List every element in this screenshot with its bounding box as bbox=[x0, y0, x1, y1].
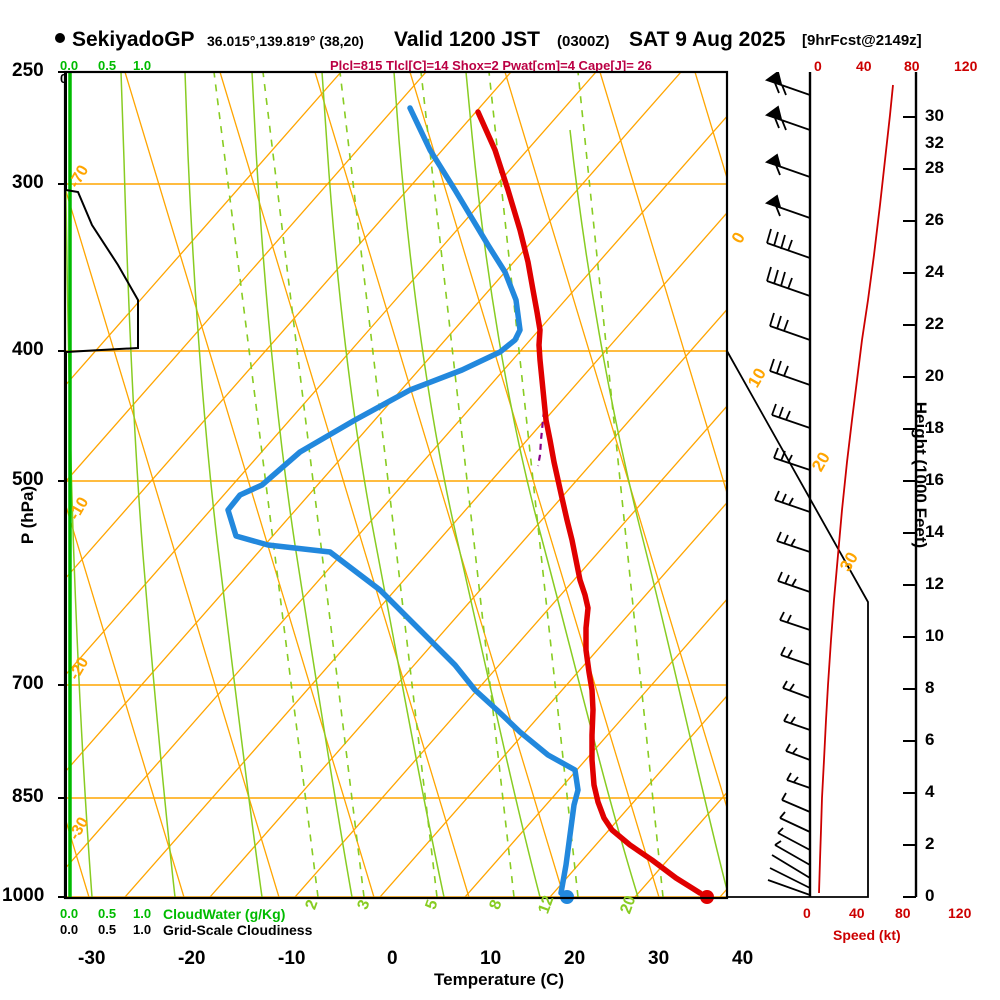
height-tick-6: 6 bbox=[925, 730, 935, 749]
pressure-tick-300: 300 bbox=[12, 172, 44, 193]
pressure-tick-850: 850 bbox=[12, 786, 44, 807]
speed-top-tick-3: 120 bbox=[954, 58, 978, 74]
height-tick-12: 12 bbox=[925, 574, 944, 593]
valid-date: SAT 9 Aug 2025 bbox=[629, 28, 786, 51]
temperature-tick-m10: -10 bbox=[278, 948, 306, 969]
valid-time-label: Valid 1200 JST bbox=[394, 28, 540, 51]
speed-bottom-tick-0: 0 bbox=[803, 905, 811, 921]
height-tick-14: 14 bbox=[925, 522, 944, 541]
height-tick-8: 8 bbox=[925, 678, 935, 697]
height-tick-0: 0 bbox=[925, 886, 935, 905]
cloudwater-bottom-tick-1: 0.5 bbox=[98, 906, 117, 921]
temperature-tick-40: 40 bbox=[732, 948, 754, 969]
height-tick-30: 30 bbox=[925, 106, 944, 125]
cloudiness-profile-line bbox=[65, 72, 139, 897]
cloudwater-bottom-tick-0: 0.0 bbox=[60, 906, 79, 921]
speed-top-tick-0: 0 bbox=[814, 58, 822, 74]
height-tick-16: 16 bbox=[925, 470, 944, 489]
height-tick-32: 32 bbox=[925, 133, 944, 152]
wind-panel-border bbox=[726, 350, 869, 898]
height-tick-18: 18 bbox=[925, 418, 944, 437]
cloudwater-axis-label: CloudWater (g/Kg) bbox=[163, 906, 286, 922]
pressure-axis-ticks bbox=[58, 71, 65, 898]
isotherm-lines bbox=[65, 72, 727, 898]
speed-axis-label: Speed (kt) bbox=[833, 927, 901, 943]
height-tick-2: 2 bbox=[925, 834, 935, 853]
temperature-tick-m30: -30 bbox=[78, 948, 106, 969]
moist-adiabat-lines bbox=[65, 72, 727, 898]
pressure-tick-400: 400 bbox=[12, 339, 44, 360]
pressure-tick-250: 250 bbox=[12, 60, 44, 81]
height-tick-22: 22 bbox=[925, 314, 944, 333]
dewpoint-profile-line bbox=[225, 105, 581, 896]
pressure-tick-1000: 1000 bbox=[2, 885, 45, 906]
height-tick-4: 4 bbox=[925, 782, 935, 801]
valid-time-utc: (0300Z) bbox=[557, 33, 610, 50]
cloudiness-bottom-tick-1: 0.5 bbox=[98, 922, 117, 937]
height-axis-label: Height (1000 Feet) bbox=[911, 401, 930, 549]
cloudwater-top-tick-0: 0.0 bbox=[60, 58, 79, 73]
temperature-tick-20: 20 bbox=[564, 948, 586, 969]
pressure-tick-500: 500 bbox=[12, 469, 44, 490]
sounding-parameters: Plcl=815 Tlcl[C]=14 Shox=2 Pwat[cm]=4 Ca… bbox=[330, 58, 652, 73]
temperature-tick-0: 0 bbox=[387, 948, 398, 969]
station-dot-icon bbox=[55, 33, 65, 43]
cloudwater-bottom-tick-2: 1.0 bbox=[133, 906, 152, 921]
temperature-tick-30: 30 bbox=[648, 948, 670, 969]
mixing-ratio-lines bbox=[213, 72, 664, 898]
cloudwater-top-tick-1: 0.5 bbox=[98, 58, 117, 73]
height-tick-10: 10 bbox=[925, 626, 944, 645]
speed-bottom-tick-1: 40 bbox=[849, 905, 865, 921]
height-tick-28: 28 bbox=[925, 158, 944, 177]
temperature-tick-m20: -20 bbox=[178, 948, 206, 969]
skewt-plot-border bbox=[63, 70, 729, 900]
speed-profile-line bbox=[818, 84, 894, 894]
height-tick-26: 26 bbox=[925, 210, 944, 229]
height-tick-24: 24 bbox=[925, 262, 944, 281]
wind-barbs bbox=[764, 72, 811, 896]
cloudiness-axis-label: Grid-Scale Cloudiness bbox=[163, 922, 313, 938]
speed-bottom-tick-2: 80 bbox=[895, 905, 911, 921]
forecast-tag: [9hrFcst@2149z] bbox=[802, 32, 922, 49]
cloudiness-bottom-tick-0: 0.0 bbox=[60, 922, 79, 937]
temperature-profile-line bbox=[475, 109, 703, 896]
station-coordinates: 36.015°,139.819° (38,20) bbox=[207, 33, 364, 49]
cloudwater-top-tick-2: 1.0 bbox=[133, 58, 152, 73]
height-axis-ticks bbox=[903, 116, 916, 898]
height-tick-20: 20 bbox=[925, 366, 944, 385]
speed-bottom-tick-3: 120 bbox=[948, 905, 972, 921]
speed-top-tick-2: 80 bbox=[904, 58, 920, 74]
pressure-axis-label: P (hPa) bbox=[18, 485, 37, 545]
station-name: SekiyadoGP bbox=[72, 28, 195, 51]
dry-adiabat-lines bbox=[65, 72, 727, 898]
temperature-tick-10: 10 bbox=[480, 948, 502, 969]
pressure-tick-700: 700 bbox=[12, 673, 44, 694]
temperature-axis-label: Temperature (C) bbox=[434, 970, 565, 989]
cloudiness-bottom-tick-2: 1.0 bbox=[133, 922, 152, 937]
speed-top-tick-1: 40 bbox=[856, 58, 872, 74]
